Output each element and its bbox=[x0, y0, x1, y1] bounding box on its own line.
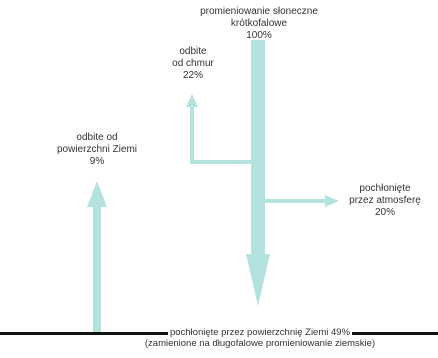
ground-label-line2: (zamienione na długofalowe promieniowani… bbox=[144, 338, 376, 349]
cloud-reflection-label: odbite od chmur 22% bbox=[163, 46, 223, 82]
surface-label-line2: powierzchni Ziemi bbox=[56, 144, 138, 155]
ground-label-line1: pochłonięte przez powierzchnię Ziemi 49% bbox=[167, 327, 353, 338]
incoming-radiation-arrowhead bbox=[246, 254, 270, 306]
clouds-label-line2: od chmur bbox=[172, 58, 214, 69]
atmosphere-absorption-label: pochłonięte przez atmosferę 20% bbox=[340, 183, 430, 219]
atmosphere-label-line2: przez atmosferę bbox=[349, 195, 421, 206]
atmosphere-absorption-arrowhead bbox=[325, 195, 339, 207]
surface-reflection-label: odbite od powierzchni Ziemi 9% bbox=[47, 132, 147, 168]
atmosphere-label-value: 20% bbox=[374, 207, 395, 218]
clouds-label-line1: odbite bbox=[179, 46, 207, 57]
surface-reflection-arrowhead bbox=[87, 181, 107, 207]
cloud-reflection-arrowhead bbox=[186, 94, 198, 107]
ground-absorption-label: pochłonięte przez powierzchnię Ziemi 49%… bbox=[100, 327, 420, 349]
atmosphere-label-line1: pochłonięte bbox=[359, 183, 411, 194]
clouds-label-value: 22% bbox=[182, 70, 203, 81]
surface-reflection-shaft bbox=[93, 206, 101, 334]
incoming-radiation-shaft bbox=[251, 40, 265, 256]
surface-label-value: 9% bbox=[89, 156, 105, 167]
incoming-label-line1: promieniowanie słoneczne bbox=[200, 6, 318, 17]
incoming-label-value: 100% bbox=[246, 30, 272, 41]
surface-label-line1: odbite od bbox=[76, 132, 118, 143]
incoming-radiation-label: promieniowanie słoneczne krótkofalowe 10… bbox=[195, 6, 323, 42]
cloud-reflection-horizontal bbox=[190, 160, 252, 164]
atmosphere-absorption-shaft bbox=[264, 199, 326, 203]
incoming-label-line2: krótkofalowe bbox=[230, 18, 288, 29]
cloud-reflection-vertical bbox=[190, 106, 194, 164]
